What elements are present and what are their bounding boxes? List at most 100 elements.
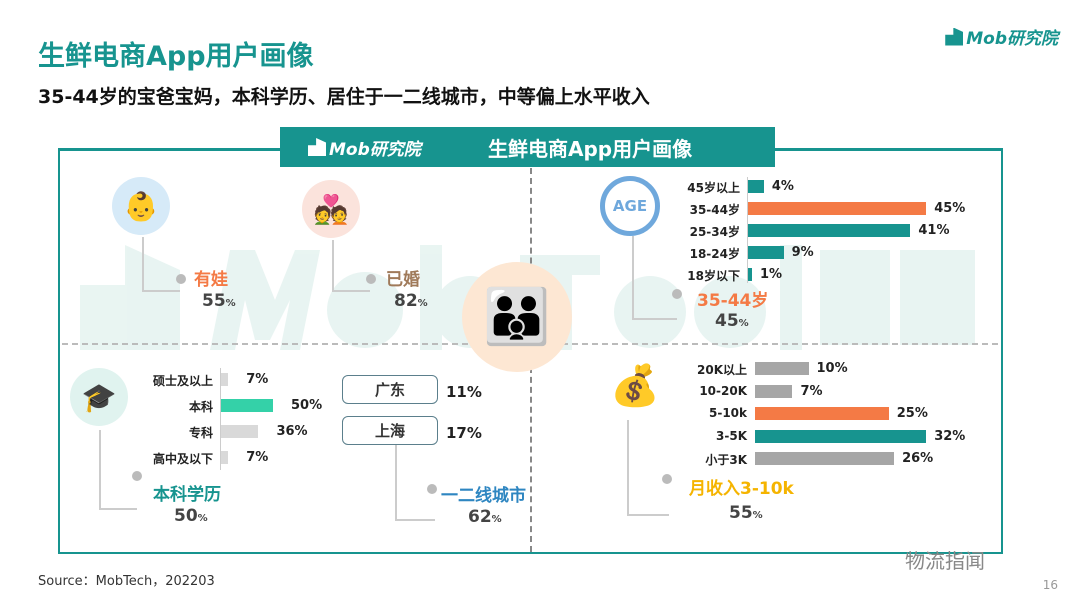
education-bar-value: 7%	[246, 372, 269, 387]
income-bar	[755, 407, 889, 420]
income-row-label: 小于3K	[705, 453, 747, 467]
age-value: 45%	[715, 311, 749, 331]
wechat-watermark: 物流指闻	[905, 549, 985, 573]
income-bar	[755, 452, 895, 465]
connector-line	[395, 445, 435, 521]
age-value-number: 45	[715, 311, 739, 331]
city-value-unit: %	[491, 514, 502, 525]
income-value-number: 55	[729, 503, 753, 523]
age-bar-value: 9%	[791, 245, 814, 260]
age-bar	[748, 180, 764, 193]
children-value-unit: %	[225, 298, 236, 309]
page-subtitle: 35-44岁的宝爸宝妈，本科学历、居住于一二线城市，中等偏上水平收入	[38, 86, 650, 108]
banner-title: 生鲜电商App用户画像	[488, 136, 693, 161]
age-bar	[748, 246, 784, 259]
age-row-label: 18-24岁	[689, 247, 740, 261]
education-row-label: 高中及以下	[152, 452, 213, 466]
education-row-label: 专科	[188, 426, 213, 440]
age-bar-value: 1%	[759, 267, 783, 282]
city-value-guangdong: 11%	[446, 383, 482, 401]
income-value-unit: %	[752, 510, 763, 521]
mob-logo: Mob研究院	[945, 24, 1058, 49]
connector-line	[332, 240, 370, 292]
city-value-number: 62	[468, 507, 492, 527]
banner: Mob研究院 生鲜电商App用户画像	[280, 127, 775, 167]
logo-text: Mob研究院	[966, 29, 1058, 49]
connector-dot	[176, 274, 186, 284]
income-bar	[755, 429, 927, 443]
education-bar	[221, 425, 259, 438]
education-bar	[221, 399, 273, 412]
education-row-label: 本科	[188, 400, 213, 414]
connector-line	[99, 430, 137, 510]
education-bar	[221, 373, 229, 386]
connector-line	[632, 236, 677, 320]
age-row-label: 18岁以下	[687, 269, 740, 283]
income-row-label: 3-5K	[716, 428, 747, 443]
income-bar	[755, 384, 793, 398]
education-bar	[221, 451, 229, 464]
age-row-label: 45岁以上	[687, 181, 740, 195]
income-bar	[755, 362, 809, 375]
age-axis	[747, 177, 748, 283]
connector-dot	[366, 274, 376, 284]
city-value-shanghai: 17%	[446, 424, 482, 442]
age-row-label: 35-44岁	[689, 203, 740, 217]
city-box-shanghai: 上海	[342, 416, 438, 445]
family-illustration: 👪	[462, 262, 572, 372]
age-bar	[748, 202, 927, 215]
logo-icon	[308, 138, 326, 156]
income-bar-value: 26%	[902, 451, 934, 466]
income-bar-value: 25%	[896, 406, 928, 421]
age-label: 35-44岁	[697, 291, 769, 311]
income-label: 月收入3-10k	[689, 479, 794, 499]
married-value-number: 82	[394, 291, 418, 311]
connector-dot	[662, 474, 672, 484]
education-bar-value: 7%	[246, 450, 269, 465]
age-bar	[748, 224, 911, 237]
education-value-unit: %	[197, 513, 208, 524]
income-row-label: 5-10k	[708, 406, 747, 420]
city-label: 一二线城市	[441, 486, 526, 506]
income-row-label: 10-20K	[699, 383, 747, 398]
connector-dot	[132, 471, 142, 481]
children-value: 55%	[202, 291, 236, 311]
income-row-label: 20K以上	[697, 363, 747, 377]
age-icon: AGE	[600, 176, 660, 236]
income-bar-value: 32%	[934, 428, 966, 444]
children-label: 有娃	[194, 270, 228, 290]
education-value-number: 50	[174, 506, 198, 526]
city-box-guangdong: 广东	[342, 375, 438, 404]
city-value: 62%	[468, 507, 502, 527]
age-row-label: 25-34岁	[689, 225, 740, 239]
wedding-couple-icon: 💑	[302, 180, 360, 238]
income-bar-value: 7%	[800, 383, 823, 399]
education-label: 本科学历	[153, 485, 221, 505]
connector-line	[142, 237, 180, 292]
age-bar	[748, 268, 752, 281]
connector-dot	[427, 484, 437, 494]
banner-logo-text: Mob研究院	[329, 139, 421, 160]
connector-dot	[672, 289, 682, 299]
education-bar-value: 50%	[291, 398, 323, 413]
baby-icon: 👶	[112, 177, 170, 235]
education-row-label: 硕士及以上	[152, 374, 213, 388]
income-bar-value: 10%	[816, 361, 848, 376]
education-axis	[220, 368, 221, 470]
education-value: 50%	[174, 506, 208, 526]
money-person-icon: 💰	[610, 363, 658, 409]
graduation-cap-icon: 🎓	[70, 368, 128, 426]
page-number: 16	[1042, 578, 1058, 592]
banner-logo: Mob研究院	[308, 135, 488, 160]
married-label: 已婚	[386, 270, 420, 290]
income-value: 55%	[729, 503, 763, 523]
age-bar-value: 45%	[934, 201, 966, 216]
page-title: 生鲜电商App用户画像	[38, 41, 314, 72]
age-bar-value: 41%	[918, 223, 950, 238]
age-bar-value: 4%	[771, 179, 794, 194]
married-value: 82%	[394, 291, 428, 311]
education-bar-value: 36%	[276, 424, 308, 439]
logo-icon	[945, 27, 964, 46]
source-note: Source：MobTech，202203	[38, 574, 215, 589]
married-value-unit: %	[417, 298, 428, 309]
